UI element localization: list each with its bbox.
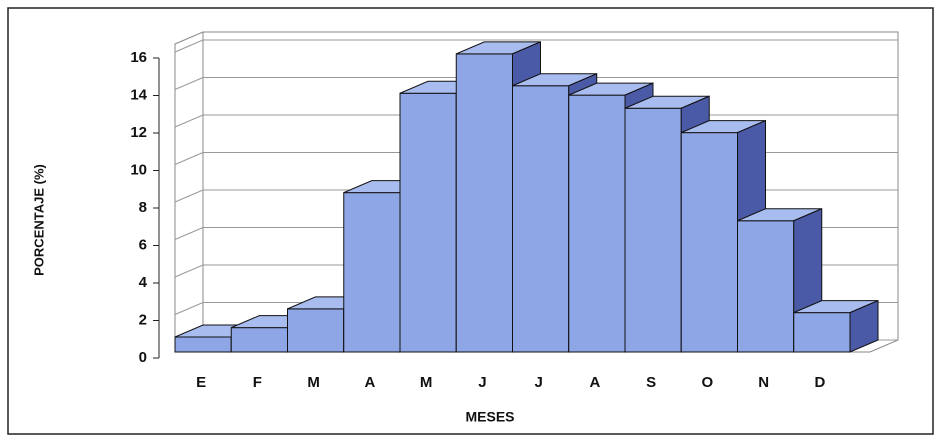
y-tick-label: 14 [130, 86, 147, 103]
bar [793, 312, 851, 353]
bar [230, 327, 288, 353]
y-axis-label: PORCENTAJE (%) [31, 164, 46, 276]
grid-line [174, 302, 204, 315]
y-tick-label: 6 [139, 236, 147, 253]
bar [174, 336, 232, 353]
bar [680, 132, 738, 353]
grid-line [174, 77, 204, 90]
x-tick-label: O [702, 374, 714, 391]
x-tick-label: A [589, 374, 600, 391]
bar [568, 94, 626, 353]
y-tick-label: 16 [130, 49, 147, 66]
x-tick-label: F [253, 374, 262, 391]
x-tick-label: J [478, 374, 486, 391]
x-tick-label: J [534, 374, 542, 391]
y-tick-label: 2 [139, 311, 147, 328]
bar [512, 85, 570, 353]
grid-line [174, 39, 204, 53]
bar [624, 107, 682, 353]
x-tick-label: M [420, 374, 433, 391]
bar-side [849, 299, 879, 353]
y-tick-label: 12 [130, 124, 147, 141]
x-tick-label: D [814, 374, 825, 391]
x-tick-label: S [646, 374, 656, 391]
bar [399, 92, 457, 353]
bar [287, 308, 345, 353]
x-tick-label: A [364, 374, 375, 391]
bar [455, 53, 513, 353]
grid-line [174, 114, 204, 128]
x-axis-label: MESES [465, 409, 514, 425]
bar [343, 192, 401, 353]
y-tick-label: 4 [139, 274, 148, 291]
x-tick-label: E [196, 374, 206, 391]
x-tick-label: M [307, 374, 320, 391]
y-tick-label: 10 [130, 161, 147, 178]
bar [737, 220, 795, 353]
x-tick-label: N [758, 374, 769, 391]
y-tick-label: 0 [139, 349, 147, 366]
grid-line [174, 264, 204, 278]
grid-line [174, 152, 204, 165]
y-tick-label: 8 [139, 199, 147, 216]
grid-line [174, 189, 204, 203]
grid-line [174, 227, 204, 240]
